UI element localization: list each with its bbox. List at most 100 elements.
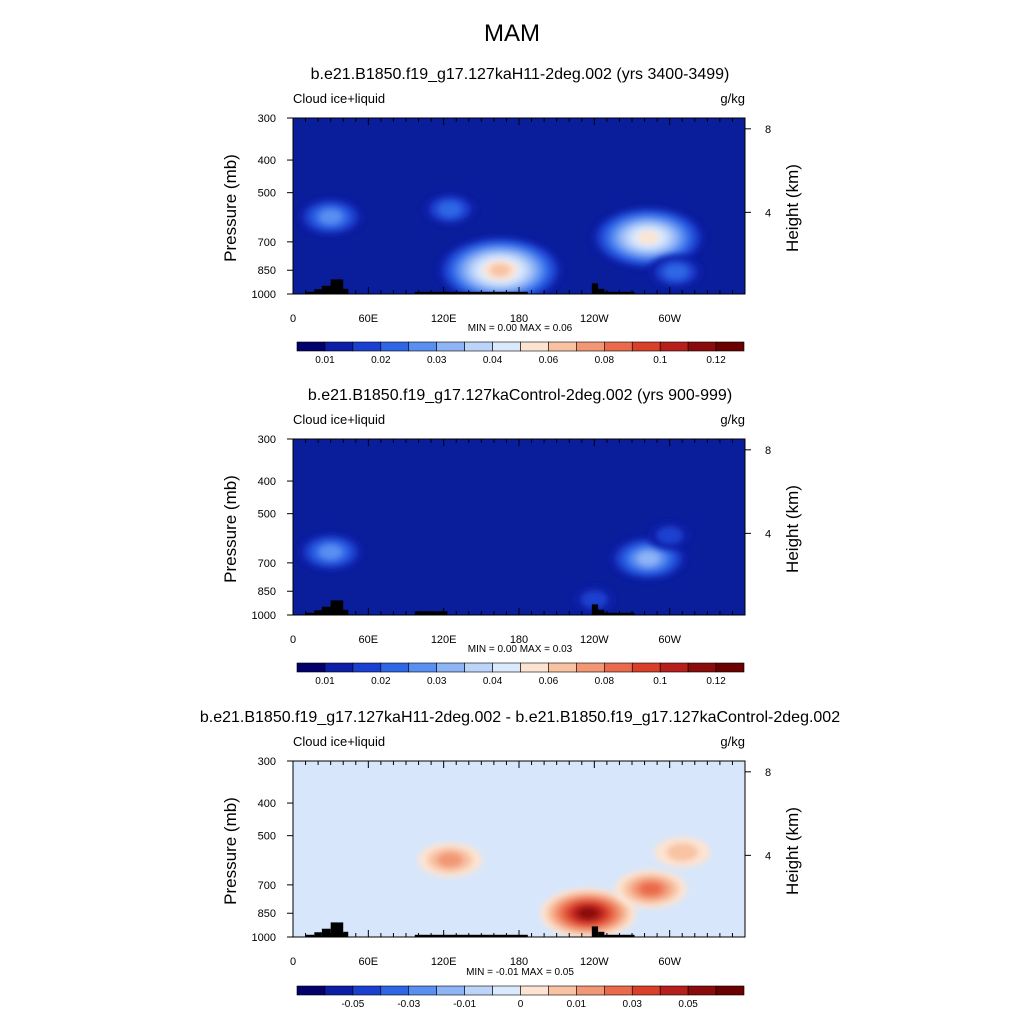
colorbar-box (296, 341, 326, 352)
colorbar-box (715, 662, 745, 673)
figure-title: MAM (484, 20, 540, 47)
colorbar-box (715, 341, 745, 352)
colorbar-label: 0.05 (678, 999, 698, 1010)
colorbar-box (352, 985, 382, 996)
colorbar-box (408, 341, 437, 352)
contour-blob (647, 521, 692, 550)
colorbar-label: 0.12 (706, 676, 726, 687)
colorbar-label: 0.01 (567, 999, 587, 1010)
x-tick-label: 60W (658, 313, 681, 325)
colorbar: -0.05 -0.03 -0.01 0 0.01 0.03 0.05 (296, 985, 745, 1010)
colorbar-label: 0.06 (539, 355, 559, 366)
x-tick-label: 120E (431, 634, 457, 646)
y2-tick-label: 8 (765, 767, 771, 779)
x-tick-label: 180 (510, 313, 528, 325)
topography-block (343, 609, 349, 615)
y2-tick-label: 4 (765, 850, 771, 862)
colorbar-box (408, 662, 437, 673)
contour-blob (572, 585, 617, 614)
min-max-stats: MIN = 0.00 MAX = 0.03 (468, 644, 573, 655)
topography-block (343, 288, 349, 294)
colorbar-label: 0.06 (539, 676, 559, 687)
y-tick-label: 700 (258, 880, 276, 892)
topography-block (321, 928, 331, 937)
colorbar-box (436, 662, 465, 673)
x-tick-label: 120E (431, 956, 457, 968)
colorbar-label: 0.1 (653, 676, 667, 687)
colorbar-box (687, 341, 717, 352)
colorbar-box (464, 662, 493, 673)
colorbar-label: 0.04 (483, 676, 503, 687)
min-max-stats: MIN = -0.01 MAX = 0.05 (466, 967, 574, 978)
colorbar-box (604, 341, 633, 352)
y-tick-label: 850 (258, 908, 276, 920)
contour-blob (654, 837, 711, 868)
y-tick-label: 400 (258, 798, 276, 810)
colorbar-label: 0.03 (623, 999, 643, 1010)
y-tick-label: 400 (258, 476, 276, 488)
y-tick-label: 500 (258, 831, 276, 843)
variable-label: Cloud ice+liquid (293, 412, 385, 427)
colorbar-box (296, 662, 326, 673)
colorbar-box (659, 985, 689, 996)
contour-blob (614, 869, 687, 908)
y-tick-label: 500 (258, 188, 276, 200)
colorbar-box (324, 341, 354, 352)
contour-level (319, 544, 343, 560)
colorbar-label: 0.01 (315, 355, 335, 366)
colorbar-box (492, 341, 521, 352)
y-tick-label: 850 (258, 265, 276, 277)
x-tick-label: 180 (510, 634, 528, 646)
y2-tick-label: 8 (765, 124, 771, 136)
colorbar-box (380, 341, 410, 352)
x-tick-label: 0 (290, 634, 296, 646)
contour-level (663, 264, 688, 280)
colorbar-box (436, 985, 465, 996)
y-axis-label: Pressure (mb) (221, 797, 240, 905)
y-axis-label: Pressure (mb) (221, 154, 240, 262)
contour-blob (540, 888, 637, 937)
contour-level (437, 201, 462, 217)
colorbar: 0.01 0.02 0.03 0.04 0.06 0.08 0.1 0.12 (296, 341, 745, 366)
y2-tick-label: 4 (765, 528, 771, 540)
contour-blob (296, 196, 365, 237)
y-tick-label: 300 (258, 113, 276, 125)
colorbar-box (492, 662, 521, 673)
colorbar-box (380, 662, 410, 673)
plot-area (293, 439, 745, 615)
topography-block (414, 291, 528, 294)
y-axis-label: Pressure (mb) (221, 475, 240, 583)
colorbar-label: 0 (518, 999, 524, 1010)
contour-level (319, 209, 343, 225)
colorbar-box (352, 662, 382, 673)
colorbar-label: 0.1 (653, 355, 667, 366)
colorbar-box (604, 662, 633, 673)
topography-block (330, 600, 344, 615)
colorbar-box (659, 662, 689, 673)
x-tick-label: 0 (290, 956, 296, 968)
y-tick-label: 1000 (252, 932, 276, 944)
variable-label: Cloud ice+liquid (293, 734, 385, 749)
x-tick-label: 60E (359, 634, 379, 646)
colorbar-box (492, 985, 521, 996)
contour-level (577, 907, 599, 920)
colorbar-label: 0.12 (706, 355, 726, 366)
y-tick-label: 300 (258, 434, 276, 446)
colorbar-label: 0.08 (595, 355, 615, 366)
topography-block (598, 609, 605, 615)
colorbar-box (548, 341, 577, 352)
colorbar-box (520, 985, 549, 996)
colorbar-box (659, 341, 689, 352)
contour-blob (590, 205, 707, 270)
colorbar-box (520, 662, 549, 673)
colorbar-box (464, 341, 493, 352)
contour-blob (647, 254, 704, 289)
y-tick-label: 1000 (252, 610, 276, 622)
contour-level (637, 551, 660, 566)
contour-level (436, 852, 464, 868)
colorbar-box (576, 341, 605, 352)
contour-blob (296, 532, 365, 573)
contour-level (489, 263, 511, 277)
